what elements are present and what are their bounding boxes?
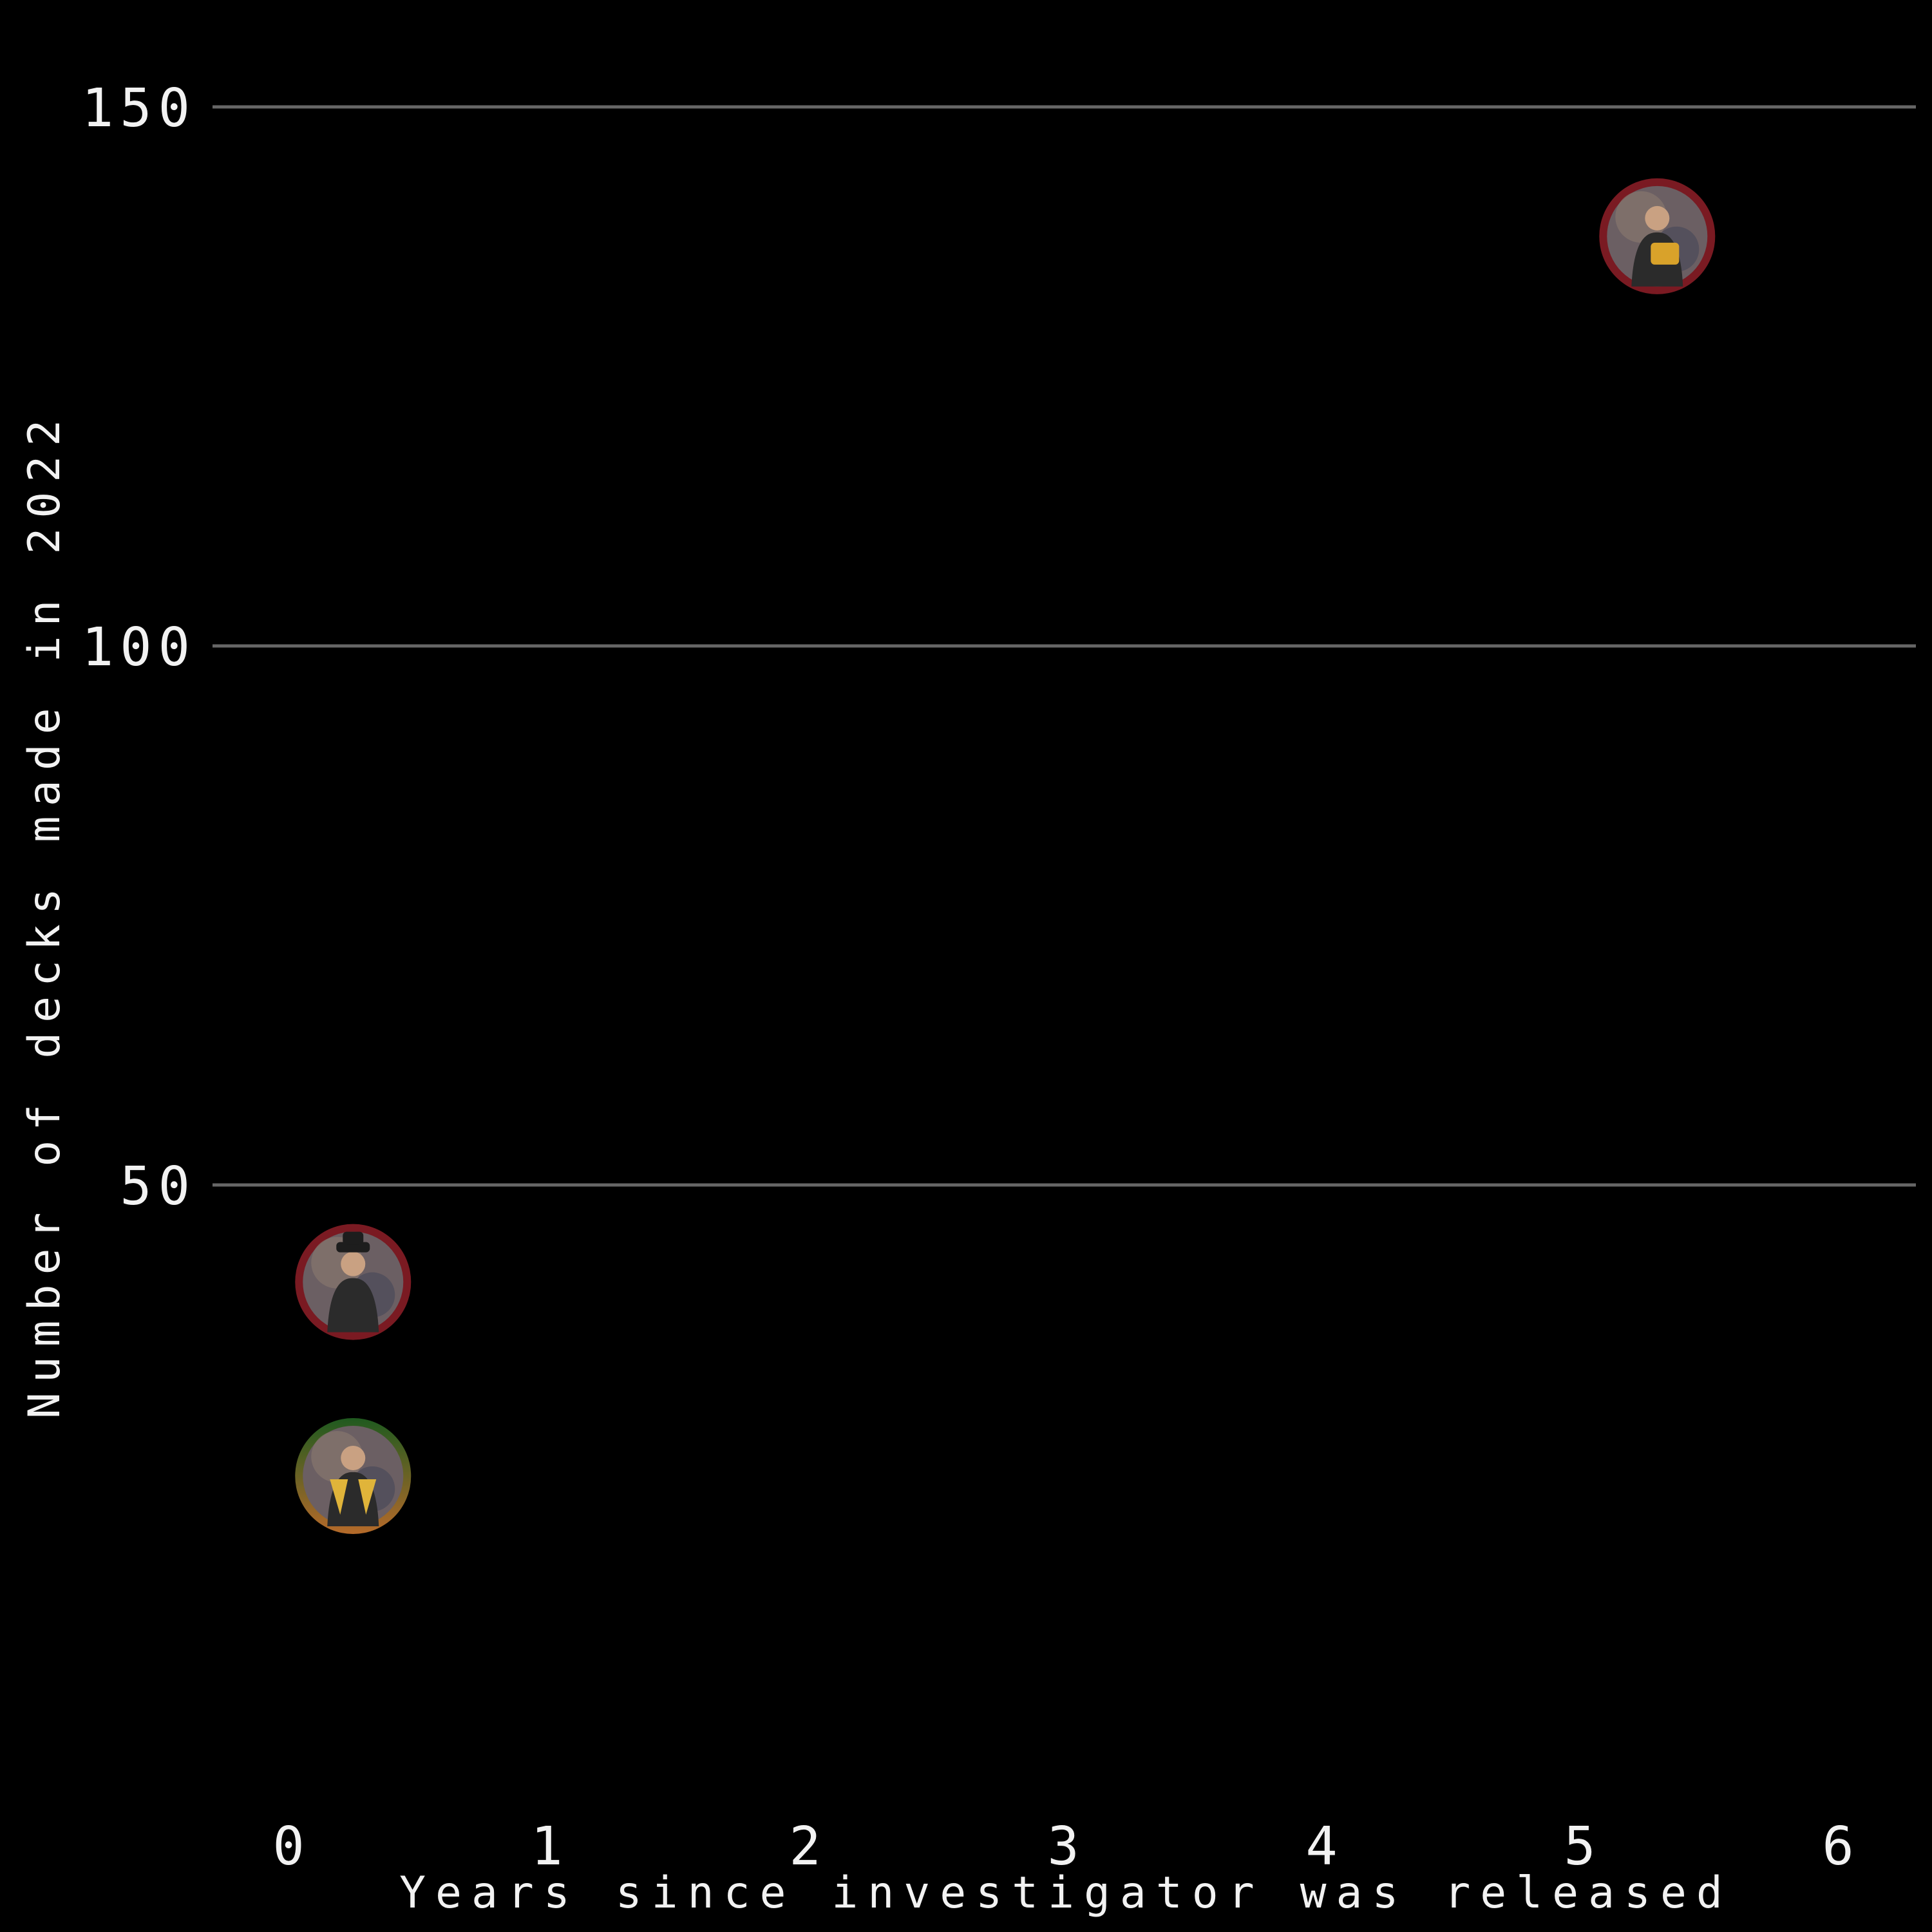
- x-tick-label-1: 1: [531, 1816, 569, 1877]
- y-axis-title: Number of decks made in 2022: [19, 410, 70, 1419]
- y-tick-label-100: 100: [82, 617, 196, 678]
- gridlines: [213, 105, 1916, 1187]
- x-tick-label-6: 6: [1822, 1816, 1860, 1877]
- x-tick-label-4: 4: [1305, 1816, 1343, 1877]
- x-tick-label-5: 5: [1564, 1816, 1602, 1877]
- x-tick-label-0: 0: [272, 1816, 310, 1877]
- data-point: [295, 1417, 412, 1534]
- y-axis-ticks: 50 100 150: [82, 78, 196, 1217]
- investigator-portrait-multiclass-icon: [303, 1425, 404, 1526]
- investigator-portrait-guardian-icon: [1607, 185, 1708, 287]
- x-tick-label-3: 3: [1047, 1816, 1085, 1877]
- y-tick-label-150: 150: [82, 78, 196, 139]
- investigator-portrait-fedora-icon: [303, 1231, 404, 1332]
- x-tick-label-2: 2: [789, 1816, 827, 1877]
- data-point: [295, 1224, 412, 1340]
- y-tick-label-50: 50: [120, 1156, 196, 1217]
- x-axis-title: Years since investigator was released: [399, 1868, 1732, 1918]
- data-points: [295, 178, 1716, 1534]
- x-axis-ticks: 0 1 2 3 4 5 6: [272, 1816, 1860, 1877]
- data-point: [1599, 178, 1716, 294]
